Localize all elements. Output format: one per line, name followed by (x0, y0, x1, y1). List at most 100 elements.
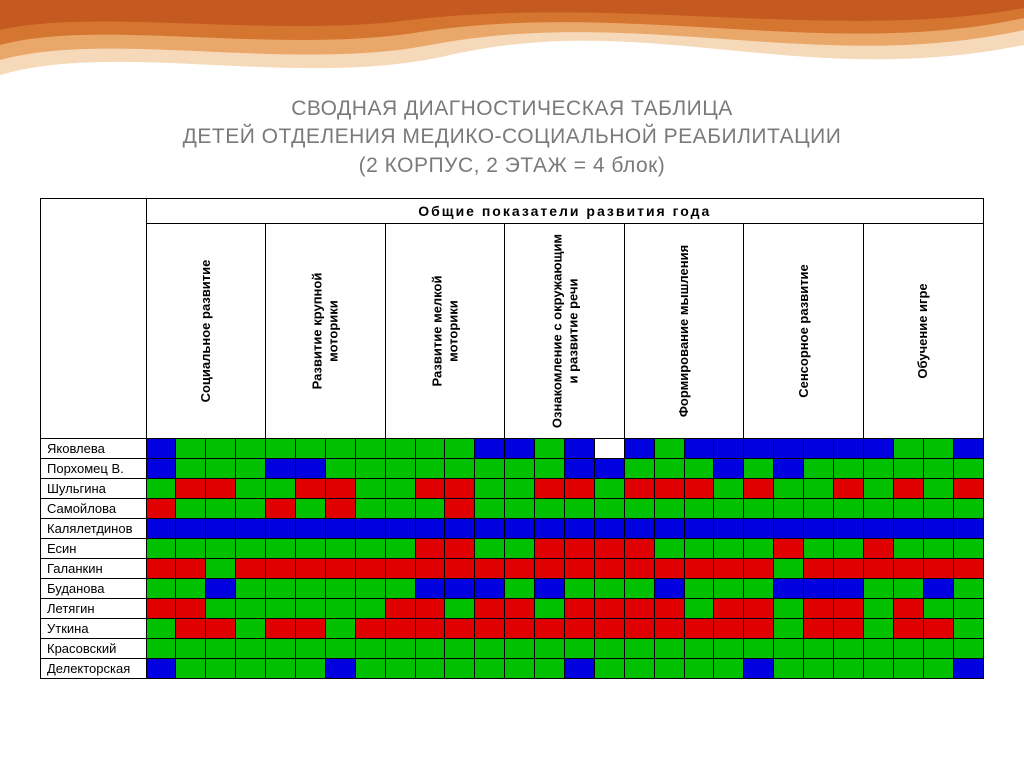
title-line-2: ДЕТЕЙ ОТДЕЛЕНИЯ МЕДИКО-СОЦИАЛЬНОЙ РЕАБИЛ… (0, 123, 1024, 151)
data-cell (744, 559, 774, 579)
data-cell (774, 499, 804, 519)
data-cell (475, 459, 505, 479)
data-cell (953, 499, 983, 519)
data-cell (415, 539, 445, 559)
data-cell (863, 479, 893, 499)
row-name: Шульгина (41, 479, 147, 499)
data-cell (206, 639, 236, 659)
data-cell (236, 539, 266, 559)
data-cell (535, 639, 565, 659)
data-cell (415, 519, 445, 539)
data-cell (415, 579, 445, 599)
data-cell (624, 499, 654, 519)
data-cell (594, 599, 624, 619)
data-cell (684, 559, 714, 579)
data-cell (475, 519, 505, 539)
row-name: Самойлова (41, 499, 147, 519)
data-cell (355, 659, 385, 679)
data-cell (923, 539, 953, 559)
data-cell (146, 599, 176, 619)
data-cell (774, 639, 804, 659)
data-cell (863, 639, 893, 659)
data-cell (863, 439, 893, 459)
data-cell (565, 539, 595, 559)
data-cell (594, 519, 624, 539)
data-cell (475, 579, 505, 599)
data-cell (953, 559, 983, 579)
data-cell (684, 619, 714, 639)
data-cell (804, 479, 834, 499)
title-line-1: СВОДНАЯ ДИАГНОСТИЧЕСКАЯ ТАБЛИЦА (0, 95, 1024, 123)
data-cell (923, 499, 953, 519)
column-header-0: Социальное развитие (146, 224, 266, 439)
data-cell (923, 659, 953, 679)
column-header-label: Социальное развитие (198, 260, 214, 403)
data-cell (176, 499, 206, 519)
data-cell (834, 519, 864, 539)
data-cell (565, 519, 595, 539)
data-cell (236, 519, 266, 539)
data-cell (415, 499, 445, 519)
data-cell (923, 439, 953, 459)
diagnostic-table-wrap: Общие показатели развития годаСоциальное… (40, 198, 984, 679)
data-cell (206, 459, 236, 479)
data-cell (834, 599, 864, 619)
data-cell (266, 559, 296, 579)
data-cell (834, 579, 864, 599)
data-cell (535, 599, 565, 619)
data-cell (565, 659, 595, 679)
data-cell (923, 579, 953, 599)
data-cell (325, 439, 355, 459)
data-cell (953, 639, 983, 659)
data-cell (535, 499, 565, 519)
column-header-1: Развитие крупноймоторики (266, 224, 386, 439)
data-cell (475, 639, 505, 659)
data-cell (923, 639, 953, 659)
data-cell (296, 539, 326, 559)
data-cell (744, 519, 774, 539)
data-cell (475, 659, 505, 679)
data-cell (654, 519, 684, 539)
data-cell (445, 619, 475, 639)
data-cell (684, 599, 714, 619)
data-cell (624, 639, 654, 659)
data-cell (296, 479, 326, 499)
data-cell (475, 619, 505, 639)
data-cell (535, 459, 565, 479)
data-cell (624, 619, 654, 639)
data-cell (325, 659, 355, 679)
data-cell (714, 499, 744, 519)
data-cell (654, 639, 684, 659)
data-cell (863, 599, 893, 619)
data-cell (206, 519, 236, 539)
data-cell (445, 439, 475, 459)
data-cell (505, 579, 535, 599)
data-cell (684, 639, 714, 659)
data-cell (296, 519, 326, 539)
data-cell (415, 639, 445, 659)
data-cell (236, 479, 266, 499)
data-cell (774, 479, 804, 499)
data-cell (594, 439, 624, 459)
data-cell (236, 499, 266, 519)
data-cell (146, 659, 176, 679)
data-cell (505, 639, 535, 659)
data-cell (953, 439, 983, 459)
data-cell (385, 499, 415, 519)
column-header-2: Развитие мелкоймоторики (385, 224, 505, 439)
data-cell (296, 559, 326, 579)
data-cell (385, 439, 415, 459)
row-name: Галанкин (41, 559, 147, 579)
data-cell (296, 639, 326, 659)
data-cell (296, 499, 326, 519)
data-cell (325, 619, 355, 639)
data-cell (236, 559, 266, 579)
row-name: Летягин (41, 599, 147, 619)
data-cell (385, 559, 415, 579)
data-cell (953, 659, 983, 679)
data-cell (325, 559, 355, 579)
data-cell (296, 619, 326, 639)
data-cell (863, 559, 893, 579)
data-cell (923, 519, 953, 539)
data-cell (834, 559, 864, 579)
